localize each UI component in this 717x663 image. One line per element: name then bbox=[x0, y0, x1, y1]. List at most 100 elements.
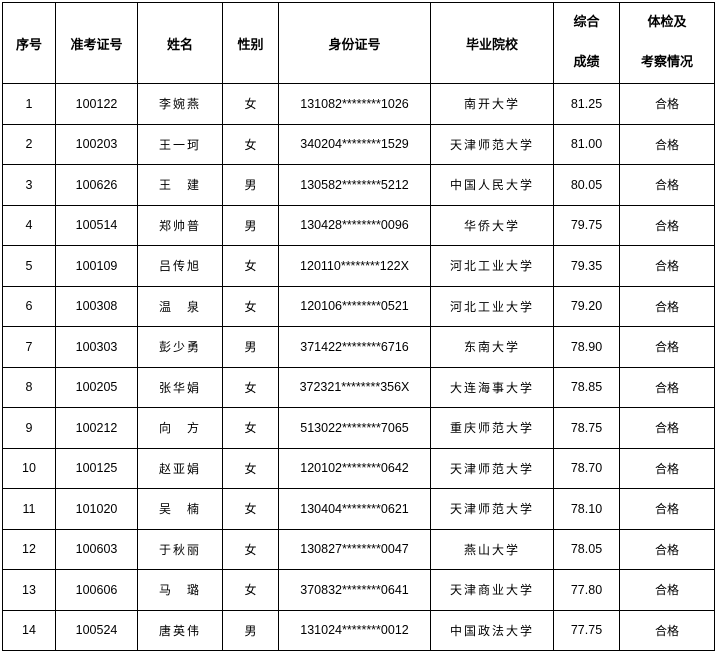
cell-id-card: 120102********0642 bbox=[278, 447, 431, 489]
header-check: 体检及 考察情况 bbox=[619, 2, 715, 84]
cell-result: 合格 bbox=[619, 204, 715, 246]
table-row: 3 100626 王 建男 130582********5212 中国人民大学 80.05… bbox=[2, 164, 715, 206]
cell-no: 9 bbox=[2, 407, 56, 449]
cell-result: 合格 bbox=[619, 366, 715, 408]
cell-exam-id: 100122 bbox=[55, 83, 138, 125]
cell-school: 大连海事大学 bbox=[430, 366, 554, 408]
cell-gender: 女 bbox=[222, 245, 279, 287]
cell-score: 81.00 bbox=[553, 123, 620, 165]
cell-school: 东南大学 bbox=[430, 326, 554, 368]
cell-name: 王 建 bbox=[137, 164, 223, 206]
cell-no: 6 bbox=[2, 285, 56, 327]
cell-id-card: 371422********6716 bbox=[278, 326, 431, 368]
cell-result: 合格 bbox=[619, 569, 715, 611]
cell-no: 2 bbox=[2, 123, 56, 165]
cell-id-card: 130404********0621 bbox=[278, 488, 431, 530]
table-row: 2 100203 王一珂女 340204********1529 天津师范大学 81.00… bbox=[2, 123, 715, 165]
header-no: 序号 bbox=[2, 2, 56, 84]
cell-exam-id: 100125 bbox=[55, 447, 138, 489]
cell-exam-id: 100524 bbox=[55, 609, 138, 651]
cell-result: 合格 bbox=[619, 447, 715, 489]
cell-score: 78.75 bbox=[553, 407, 620, 449]
header-score: 综合 成绩 bbox=[553, 2, 620, 84]
cell-gender: 女 bbox=[222, 528, 279, 570]
cell-school: 中国政法大学 bbox=[430, 609, 554, 651]
table-row: 8 100205 张华娟女 372321********356X 大连海事大学 78.85… bbox=[2, 366, 715, 408]
cell-score: 78.90 bbox=[553, 326, 620, 368]
table-row: 13 100606 马 璐女 370832********0641 天津商业大学 77.8… bbox=[2, 569, 715, 611]
cell-no: 7 bbox=[2, 326, 56, 368]
cell-gender: 女 bbox=[222, 366, 279, 408]
header-school: 毕业院校 bbox=[430, 2, 554, 84]
cell-result: 合格 bbox=[619, 164, 715, 206]
cell-no: 3 bbox=[2, 164, 56, 206]
cell-exam-id: 101020 bbox=[55, 488, 138, 530]
cell-id-card: 340204********1529 bbox=[278, 123, 431, 165]
cell-no: 5 bbox=[2, 245, 56, 287]
cell-id-card: 130827********0047 bbox=[278, 528, 431, 570]
cell-gender: 男 bbox=[222, 204, 279, 246]
cell-name: 王一珂 bbox=[137, 123, 223, 165]
cell-gender: 女 bbox=[222, 569, 279, 611]
cell-result: 合格 bbox=[619, 123, 715, 165]
header-check-line1: 体检及 bbox=[647, 15, 687, 30]
cell-exam-id: 100514 bbox=[55, 204, 138, 246]
cell-gender: 女 bbox=[222, 447, 279, 489]
cell-id-card: 130582********5212 bbox=[278, 164, 431, 206]
cell-name: 吕传旭 bbox=[137, 245, 223, 287]
table-row: 12 100603 于秋丽女 130827********0047 燕山大学 78.05 合… bbox=[2, 528, 715, 570]
cell-no: 13 bbox=[2, 569, 56, 611]
cell-name: 赵亚娟 bbox=[137, 447, 223, 489]
table-row: 10 100125 赵亚娟女 120102********0642 天津师范大学 78.7… bbox=[2, 447, 715, 489]
header-check-line2: 考察情况 bbox=[640, 55, 693, 70]
cell-gender: 男 bbox=[222, 609, 279, 651]
header-score-line2: 成绩 bbox=[573, 55, 600, 70]
cell-id-card: 120110********122X bbox=[278, 245, 431, 287]
cell-no: 4 bbox=[2, 204, 56, 246]
cell-score: 78.70 bbox=[553, 447, 620, 489]
cell-school: 燕山大学 bbox=[430, 528, 554, 570]
cell-school: 河北工业大学 bbox=[430, 245, 554, 287]
cell-id-card: 130428********0096 bbox=[278, 204, 431, 246]
cell-gender: 女 bbox=[222, 488, 279, 530]
cell-exam-id: 100626 bbox=[55, 164, 138, 206]
cell-result: 合格 bbox=[619, 609, 715, 651]
cell-result: 合格 bbox=[619, 528, 715, 570]
header-id-card: 身份证号 bbox=[278, 2, 431, 84]
cell-exam-id: 100606 bbox=[55, 569, 138, 611]
cell-name: 马 璐 bbox=[137, 569, 223, 611]
cell-gender: 女 bbox=[222, 83, 279, 125]
cell-school: 天津师范大学 bbox=[430, 488, 554, 530]
cell-result: 合格 bbox=[619, 245, 715, 287]
table-row: 1 100122 李婉燕女 131082********1026 南开大学 81.25 合格 bbox=[2, 83, 715, 125]
cell-school: 天津商业大学 bbox=[430, 569, 554, 611]
cell-school: 天津师范大学 bbox=[430, 447, 554, 489]
cell-exam-id: 100203 bbox=[55, 123, 138, 165]
cell-gender: 男 bbox=[222, 164, 279, 206]
cell-gender: 男 bbox=[222, 326, 279, 368]
cell-school: 河北工业大学 bbox=[430, 285, 554, 327]
cell-id-card: 131024********0012 bbox=[278, 609, 431, 651]
cell-id-card: 370832********0641 bbox=[278, 569, 431, 611]
cell-name: 温 泉 bbox=[137, 285, 223, 327]
cell-name: 于秋丽 bbox=[137, 528, 223, 570]
cell-name: 彭少勇 bbox=[137, 326, 223, 368]
table-row: 11 101020 吴 楠女 130404********0621 天津师范大学 78.1… bbox=[2, 488, 715, 530]
cell-score: 78.85 bbox=[553, 366, 620, 408]
cell-exam-id: 100303 bbox=[55, 326, 138, 368]
cell-result: 合格 bbox=[619, 407, 715, 449]
cell-gender: 女 bbox=[222, 407, 279, 449]
cell-score: 79.35 bbox=[553, 245, 620, 287]
cell-school: 中国人民大学 bbox=[430, 164, 554, 206]
cell-name: 向 方 bbox=[137, 407, 223, 449]
cell-result: 合格 bbox=[619, 488, 715, 530]
cell-exam-id: 100212 bbox=[55, 407, 138, 449]
table-row: 4 100514 郑帅普男 130428********0096 华侨大学 79.75 合格 bbox=[2, 204, 715, 246]
cell-school: 南开大学 bbox=[430, 83, 554, 125]
table-row: 6 100308 温 泉女 120106********0521 河北工业大学 79.20… bbox=[2, 285, 715, 327]
header-row: 序号 准考证号 姓名 性别 身份证号 毕业院校 综合 成绩 体检及 考察情况 bbox=[2, 2, 715, 84]
cell-name: 李婉燕 bbox=[137, 83, 223, 125]
cell-no: 12 bbox=[2, 528, 56, 570]
cell-school: 天津师范大学 bbox=[430, 123, 554, 165]
header-score-line1: 综合 bbox=[573, 15, 600, 30]
